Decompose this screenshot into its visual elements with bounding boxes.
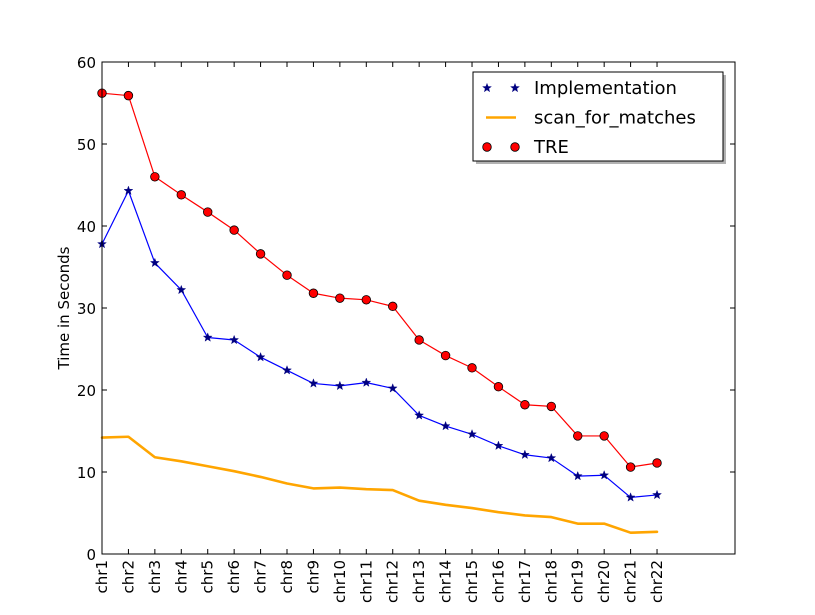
data-point bbox=[335, 293, 345, 303]
data-point bbox=[176, 190, 186, 200]
data-point bbox=[203, 207, 213, 217]
data-point bbox=[467, 429, 477, 439]
data-point bbox=[625, 492, 636, 502]
y-tick-label: 10 bbox=[77, 464, 96, 482]
x-tick-label: chr9 bbox=[304, 560, 322, 593]
legend-label: scan_for_matches bbox=[534, 108, 696, 129]
legend-entry: scan_for_matches bbox=[486, 108, 696, 129]
data-point bbox=[440, 350, 451, 361]
x-tick-label: chr13 bbox=[410, 560, 428, 603]
series-line bbox=[100, 435, 659, 534]
data-point bbox=[334, 380, 345, 391]
y-tick-label: 60 bbox=[77, 54, 96, 72]
legend-marker bbox=[482, 82, 492, 93]
data-point bbox=[546, 452, 557, 463]
legend-label: Implementation bbox=[534, 78, 677, 99]
legend-marker bbox=[482, 142, 492, 152]
y-tick-label: 30 bbox=[77, 300, 96, 318]
x-tick-label: chr19 bbox=[569, 560, 587, 603]
data-point bbox=[440, 420, 451, 431]
data-point bbox=[361, 377, 372, 387]
series-layer bbox=[97, 88, 662, 534]
data-point bbox=[519, 449, 530, 459]
data-point bbox=[599, 470, 610, 480]
data-point bbox=[308, 288, 319, 298]
data-point bbox=[255, 352, 266, 362]
x-tick-label: chr8 bbox=[278, 560, 296, 593]
series-tre bbox=[97, 88, 662, 472]
legend-label: TRE bbox=[533, 137, 569, 158]
x-tick-label: chr11 bbox=[357, 560, 375, 603]
series-line bbox=[101, 92, 658, 468]
x-tick-label: chr7 bbox=[252, 560, 270, 593]
data-point bbox=[572, 470, 583, 481]
x-tick-label: chr14 bbox=[437, 560, 455, 603]
x-tick-label: chr4 bbox=[172, 560, 190, 593]
data-point bbox=[149, 257, 160, 268]
data-point bbox=[308, 378, 319, 388]
data-point bbox=[599, 431, 609, 441]
data-point bbox=[229, 334, 240, 345]
series-scan-for-matches bbox=[100, 435, 659, 534]
x-tick-label: chr18 bbox=[542, 560, 560, 603]
data-point bbox=[229, 225, 239, 235]
legend-entry: Implementation bbox=[482, 78, 677, 99]
x-tick-label: chr5 bbox=[199, 560, 217, 593]
data-point bbox=[467, 363, 477, 373]
data-point bbox=[255, 249, 266, 259]
x-tick-label: chr17 bbox=[516, 560, 534, 603]
data-point bbox=[282, 365, 292, 375]
data-point bbox=[652, 458, 662, 468]
data-point bbox=[123, 185, 134, 195]
data-point bbox=[493, 440, 504, 450]
data-point bbox=[493, 382, 504, 392]
data-point bbox=[546, 401, 557, 412]
data-point bbox=[282, 270, 292, 280]
ticks-layer: 0 10 20 30 40 50 60 chr1 chr2 chr3 chr4 chr5 chr6 chr… bbox=[77, 54, 735, 603]
data-point bbox=[176, 284, 187, 295]
x-tick-label: chr1 bbox=[93, 560, 111, 593]
data-point bbox=[520, 400, 530, 410]
y-tick-label: 50 bbox=[77, 136, 96, 154]
x-tick-label: chr10 bbox=[331, 560, 349, 603]
data-point bbox=[388, 301, 398, 312]
x-tick-label: chr15 bbox=[463, 560, 481, 603]
legend-entry: TRE bbox=[482, 137, 569, 158]
x-tick-label: chr12 bbox=[384, 560, 402, 603]
legend-marker bbox=[510, 142, 520, 152]
x-tick-label: chr6 bbox=[225, 560, 243, 593]
y-tick-label: 20 bbox=[77, 382, 96, 400]
y-tick-label: 40 bbox=[77, 218, 96, 236]
data-point bbox=[625, 462, 636, 472]
x-tick-label: chr20 bbox=[595, 560, 613, 603]
x-tick-label: chr22 bbox=[648, 560, 666, 603]
data-point bbox=[150, 172, 160, 182]
legend-marker bbox=[510, 82, 520, 93]
data-point bbox=[387, 383, 398, 393]
x-tick-label: chr21 bbox=[622, 560, 640, 603]
x-tick-label: chr2 bbox=[119, 560, 137, 593]
x-tick-label: chr16 bbox=[489, 560, 507, 603]
y-axis-label: Time in Seconds bbox=[55, 246, 73, 370]
data-point bbox=[202, 332, 213, 342]
series-implementation bbox=[97, 185, 662, 502]
data-point bbox=[652, 489, 662, 500]
data-point bbox=[361, 295, 372, 305]
data-point bbox=[573, 431, 583, 441]
data-point bbox=[414, 410, 425, 420]
series-line bbox=[101, 190, 658, 499]
data-point bbox=[123, 90, 134, 101]
x-tick-label: chr3 bbox=[146, 560, 164, 593]
legend: Implementation scan_for_matches TRE bbox=[472, 71, 726, 164]
y-tick-label: 0 bbox=[86, 546, 96, 564]
data-point bbox=[414, 335, 424, 345]
